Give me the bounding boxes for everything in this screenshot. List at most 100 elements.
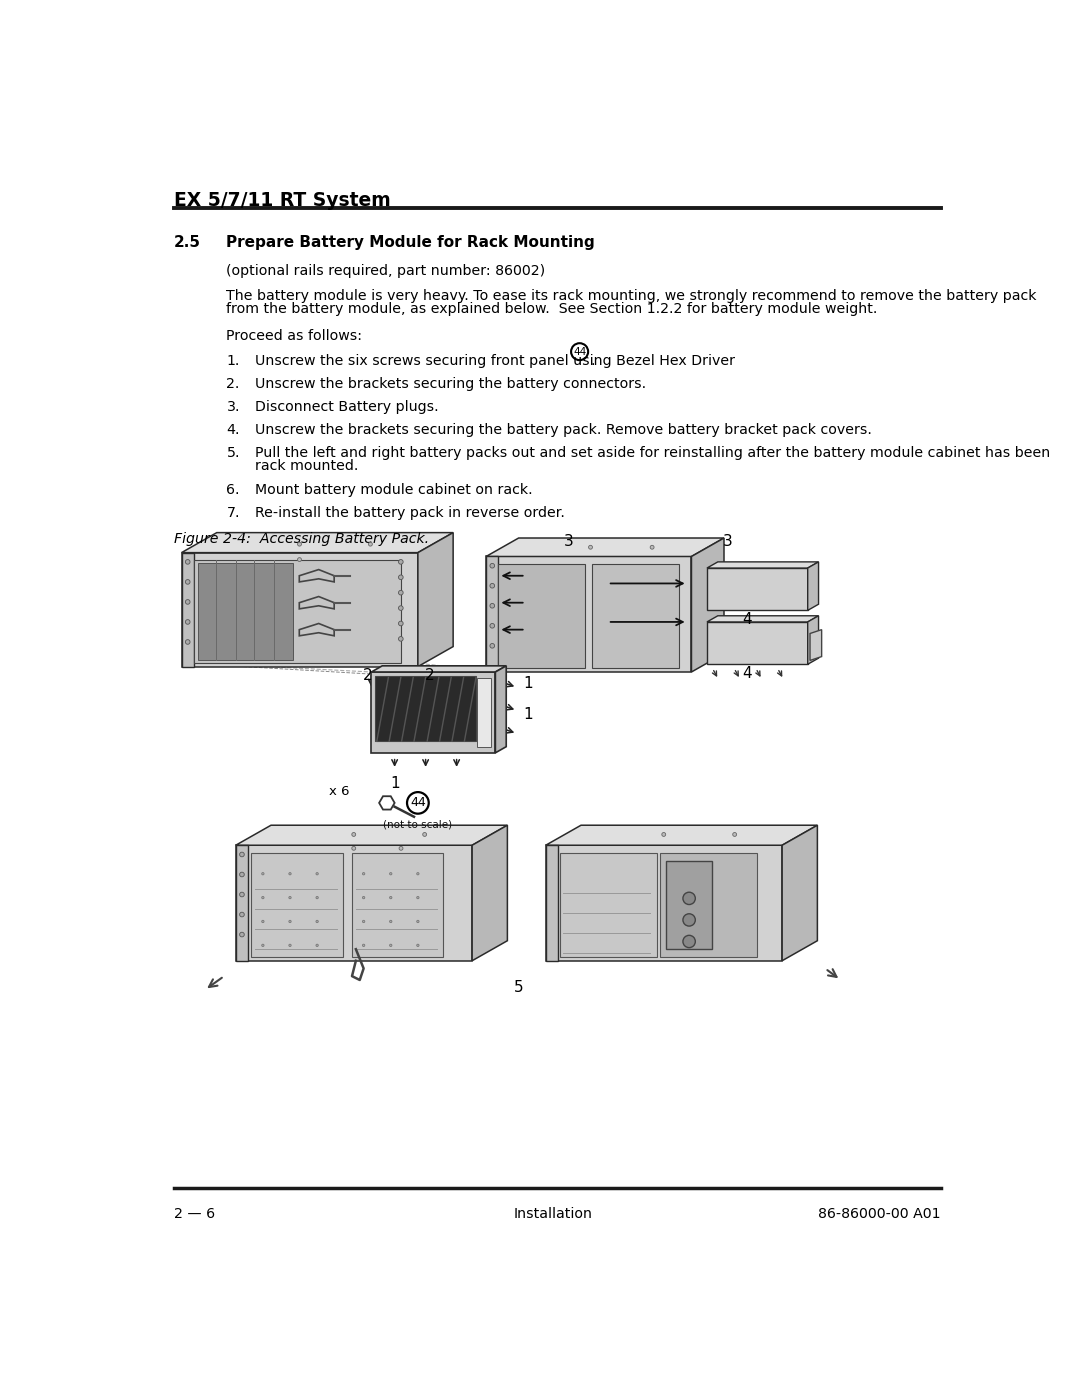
Polygon shape	[418, 532, 454, 666]
FancyBboxPatch shape	[375, 676, 476, 742]
Text: 44: 44	[573, 346, 586, 356]
Circle shape	[662, 833, 665, 837]
Text: 4.: 4.	[227, 423, 240, 437]
Circle shape	[363, 921, 365, 922]
Polygon shape	[181, 553, 194, 666]
Text: Prepare Battery Module for Rack Mounting: Prepare Battery Module for Rack Mounting	[227, 236, 595, 250]
Polygon shape	[808, 616, 819, 665]
Circle shape	[363, 944, 365, 947]
Circle shape	[417, 921, 419, 922]
Text: EX 5/7/11 RT System: EX 5/7/11 RT System	[174, 191, 391, 210]
Circle shape	[390, 897, 392, 898]
Text: 5.: 5.	[227, 447, 240, 461]
Polygon shape	[486, 538, 724, 556]
Circle shape	[240, 893, 244, 897]
Circle shape	[399, 576, 403, 580]
Text: 1.: 1.	[227, 353, 240, 367]
Polygon shape	[235, 826, 508, 845]
Text: 2.: 2.	[227, 377, 240, 391]
Text: 4: 4	[742, 612, 752, 627]
Polygon shape	[472, 826, 508, 961]
Circle shape	[650, 545, 654, 549]
Circle shape	[732, 833, 737, 837]
Polygon shape	[545, 845, 558, 961]
Text: Proceed as follows:: Proceed as follows:	[227, 330, 363, 344]
Circle shape	[417, 897, 419, 898]
Text: 1: 1	[523, 707, 532, 722]
Text: 86-86000-00 A01: 86-86000-00 A01	[819, 1207, 941, 1221]
Polygon shape	[496, 666, 507, 753]
Circle shape	[288, 921, 292, 922]
Circle shape	[399, 606, 403, 610]
Circle shape	[368, 542, 373, 546]
FancyBboxPatch shape	[194, 560, 401, 662]
Circle shape	[490, 623, 495, 629]
Text: x 6: x 6	[328, 785, 349, 798]
Polygon shape	[782, 826, 818, 961]
Circle shape	[422, 833, 427, 837]
Text: rack mounted.: rack mounted.	[255, 460, 359, 474]
Text: 4: 4	[742, 666, 752, 680]
Circle shape	[683, 893, 696, 904]
FancyBboxPatch shape	[592, 564, 679, 668]
Circle shape	[288, 944, 292, 947]
Circle shape	[399, 637, 403, 641]
Text: from the battery module, as explained below.  See Section 1.2.2 for battery modu: from the battery module, as explained be…	[227, 302, 878, 316]
Circle shape	[240, 872, 244, 877]
Polygon shape	[691, 538, 724, 672]
Text: Pull the left and right battery packs out and set aside for reinstalling after t: Pull the left and right battery packs ou…	[255, 447, 1051, 461]
Circle shape	[261, 873, 264, 875]
Polygon shape	[486, 556, 691, 672]
Text: 44: 44	[410, 796, 426, 809]
Circle shape	[186, 599, 190, 605]
Polygon shape	[707, 569, 808, 610]
Circle shape	[186, 560, 190, 564]
Circle shape	[186, 580, 190, 584]
Circle shape	[400, 847, 403, 851]
FancyBboxPatch shape	[476, 678, 490, 746]
Circle shape	[288, 897, 292, 898]
Circle shape	[352, 833, 355, 837]
Circle shape	[490, 584, 495, 588]
Text: 3: 3	[564, 534, 573, 549]
FancyBboxPatch shape	[666, 861, 713, 949]
Circle shape	[417, 873, 419, 875]
Circle shape	[417, 944, 419, 947]
Polygon shape	[235, 845, 248, 961]
Circle shape	[390, 873, 392, 875]
Circle shape	[288, 873, 292, 875]
Text: Unscrew the brackets securing the battery connectors.: Unscrew the brackets securing the batter…	[255, 377, 646, 391]
Polygon shape	[808, 562, 819, 610]
Circle shape	[240, 852, 244, 856]
Circle shape	[490, 563, 495, 569]
Circle shape	[298, 542, 301, 546]
Circle shape	[186, 620, 190, 624]
Circle shape	[261, 921, 264, 922]
Text: 1: 1	[523, 676, 532, 692]
Circle shape	[399, 560, 403, 564]
FancyBboxPatch shape	[252, 854, 342, 957]
Circle shape	[298, 557, 301, 562]
Polygon shape	[486, 556, 499, 672]
Circle shape	[390, 944, 392, 947]
Text: 2: 2	[363, 668, 373, 683]
Text: 1: 1	[390, 777, 400, 791]
FancyBboxPatch shape	[559, 854, 657, 957]
Circle shape	[589, 545, 593, 549]
Circle shape	[186, 640, 190, 644]
FancyBboxPatch shape	[499, 564, 585, 668]
Polygon shape	[545, 845, 782, 961]
Polygon shape	[707, 562, 819, 569]
Text: 3: 3	[723, 534, 732, 549]
FancyBboxPatch shape	[661, 854, 757, 957]
Text: Disconnect Battery plugs.: Disconnect Battery plugs.	[255, 400, 438, 414]
Text: 5: 5	[514, 981, 524, 995]
Polygon shape	[181, 532, 454, 553]
Polygon shape	[545, 826, 818, 845]
Polygon shape	[181, 553, 418, 666]
Circle shape	[683, 936, 696, 947]
Polygon shape	[707, 622, 808, 665]
Polygon shape	[810, 630, 822, 661]
Circle shape	[316, 897, 319, 898]
Text: 3.: 3.	[227, 400, 240, 414]
